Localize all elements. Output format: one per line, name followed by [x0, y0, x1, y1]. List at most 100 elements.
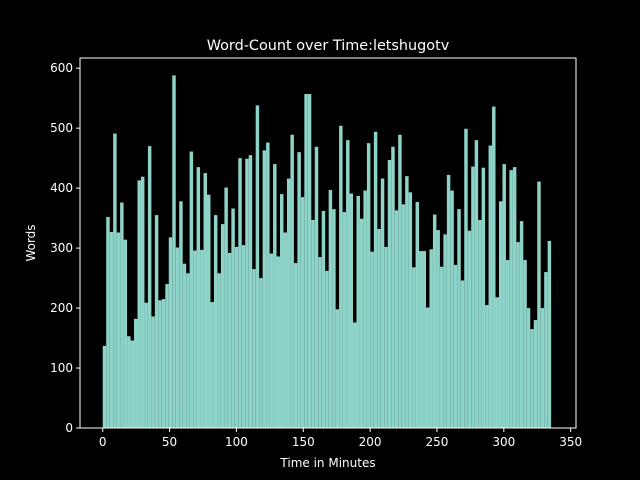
axes-frame	[79, 57, 577, 429]
bar	[262, 150, 267, 428]
x-axis-label: Time in Minutes	[279, 456, 375, 470]
bar	[429, 249, 433, 428]
bar	[311, 219, 315, 428]
bar	[366, 143, 371, 428]
bar	[248, 155, 253, 428]
bar	[165, 284, 169, 428]
bar	[419, 251, 423, 428]
bar	[540, 308, 545, 428]
bar	[488, 145, 493, 428]
x-tick-label: 150	[292, 435, 315, 449]
bar	[464, 128, 468, 428]
bar	[245, 158, 249, 428]
y-tick-label: 100	[50, 361, 73, 375]
y-tick-label: 500	[50, 121, 73, 135]
bar	[293, 263, 298, 428]
bar	[544, 272, 548, 428]
bar	[314, 146, 319, 429]
bar	[370, 251, 374, 428]
bar	[286, 178, 291, 428]
bar	[492, 106, 496, 429]
bar	[498, 201, 503, 428]
bar	[255, 105, 260, 428]
bar	[109, 231, 114, 428]
x-tick-label: 350	[559, 435, 582, 449]
bar	[307, 93, 312, 428]
bar	[415, 201, 420, 428]
bar	[478, 219, 482, 428]
bar	[123, 239, 128, 428]
bar	[217, 273, 221, 428]
bar	[179, 201, 183, 428]
bar	[186, 273, 190, 428]
bar	[224, 187, 228, 428]
bar	[405, 176, 409, 428]
bar	[297, 152, 301, 428]
bar	[422, 251, 426, 428]
bar	[474, 140, 479, 429]
bar	[401, 204, 406, 428]
bar	[241, 245, 246, 428]
bar	[387, 159, 392, 429]
bar	[144, 302, 148, 428]
bar	[509, 170, 513, 428]
bar	[325, 270, 329, 428]
bar	[516, 242, 520, 428]
bar	[495, 297, 499, 428]
bar	[213, 215, 218, 428]
bar	[321, 210, 326, 428]
bar	[530, 329, 534, 428]
bar	[332, 209, 336, 428]
bar	[200, 249, 204, 428]
bar	[102, 345, 107, 428]
bar	[300, 197, 305, 428]
bar	[526, 308, 531, 428]
bar	[283, 232, 287, 428]
bar	[137, 180, 141, 428]
bar	[481, 167, 486, 429]
bar	[471, 166, 475, 429]
bar	[339, 125, 343, 429]
bar	[175, 247, 180, 428]
bar	[460, 280, 465, 428]
bar	[273, 164, 277, 428]
bar	[342, 212, 347, 428]
bar	[467, 230, 472, 428]
bar	[127, 336, 131, 428]
bar	[147, 146, 152, 428]
bar	[432, 214, 437, 428]
bar	[161, 299, 166, 428]
x-tick-label: 0	[99, 435, 107, 449]
bar	[304, 93, 308, 428]
bar	[384, 246, 388, 428]
y-tick-label: 0	[65, 421, 73, 435]
bar	[443, 234, 447, 428]
chart-title: Word-Count over Time:letshugotv	[207, 38, 450, 54]
bar	[227, 252, 232, 428]
bar	[276, 256, 281, 428]
bar	[106, 216, 110, 428]
bar	[373, 131, 378, 428]
bar	[335, 309, 340, 428]
bar	[168, 237, 173, 428]
bar	[259, 278, 263, 428]
bar	[266, 142, 270, 428]
bar	[269, 253, 274, 428]
y-tick-label: 200	[50, 301, 73, 315]
bar	[505, 260, 510, 428]
bar	[363, 190, 367, 428]
bar	[346, 140, 350, 429]
bar	[280, 194, 284, 428]
bar	[519, 221, 524, 428]
bar	[220, 224, 225, 428]
bar	[116, 232, 121, 428]
bar	[290, 134, 294, 428]
bar	[134, 318, 138, 428]
bar	[234, 246, 239, 428]
bar	[120, 202, 124, 428]
x-tick-label: 200	[359, 435, 382, 449]
bar	[172, 75, 176, 429]
bar	[436, 230, 440, 428]
bar	[394, 210, 399, 428]
